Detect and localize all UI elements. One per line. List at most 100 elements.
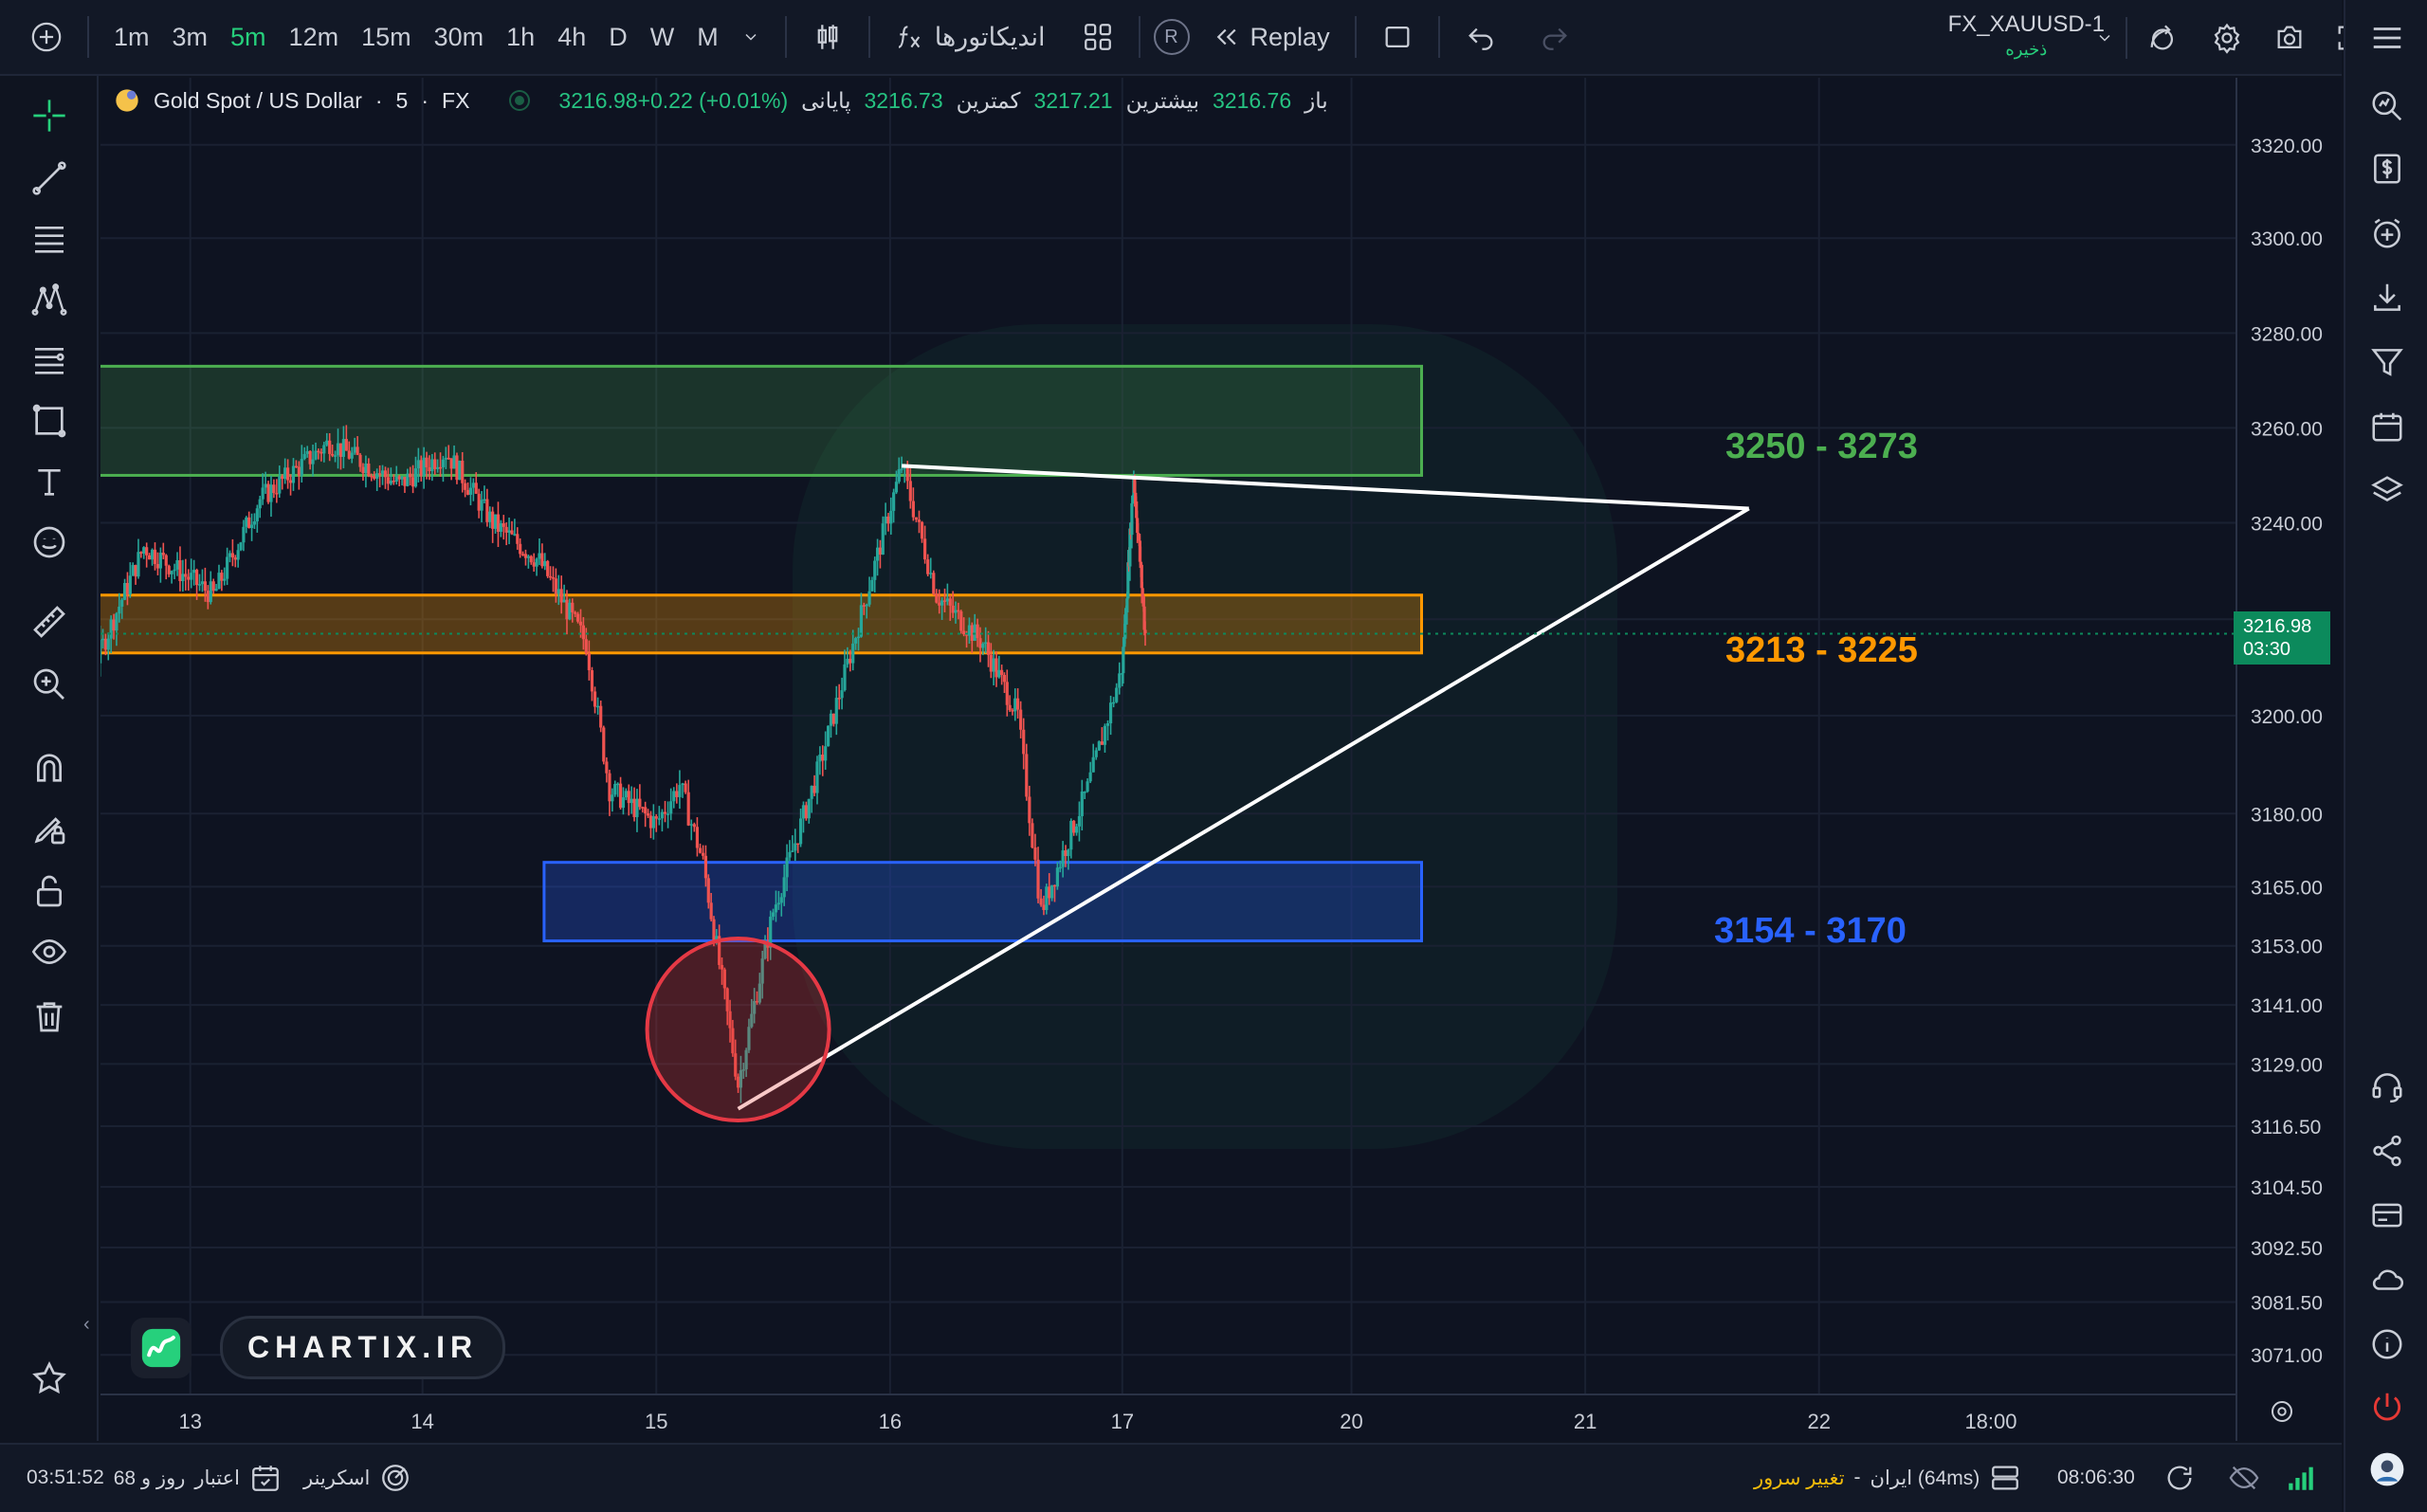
price-chart[interactable]	[100, 78, 2235, 1394]
chevron-down-icon[interactable]	[730, 10, 772, 64]
menu-icon[interactable]	[2366, 17, 2408, 59]
avatar[interactable]	[2366, 1448, 2408, 1490]
redo-icon[interactable]	[1527, 10, 1582, 64]
status-bar: 03:51:52 68 روز و اعتبار اسکرینر تغییر س…	[0, 1443, 2342, 1512]
cloud-icon[interactable]	[2366, 1259, 2408, 1301]
candle-body	[400, 476, 404, 480]
info-icon[interactable]	[2366, 1323, 2408, 1365]
eye-icon[interactable]	[28, 931, 70, 973]
marker-circle[interactable]	[645, 937, 831, 1123]
chart-canvas[interactable]	[100, 78, 2235, 1394]
draw-lock-icon[interactable]	[28, 808, 70, 849]
unlock-icon[interactable]	[28, 870, 70, 912]
rectangle-tool-icon[interactable]	[28, 400, 70, 442]
candle-body	[997, 669, 1001, 678]
save-label[interactable]: ذخیره	[2005, 40, 2048, 59]
add-symbol-icon[interactable]	[19, 10, 74, 64]
filter-icon[interactable]	[2366, 341, 2408, 383]
alert-add-icon[interactable]	[2366, 212, 2408, 254]
replay-button[interactable]: Replay	[1201, 10, 1341, 64]
refresh-icon[interactable]	[2163, 1462, 2196, 1494]
star-icon[interactable]	[28, 1357, 70, 1399]
camera-icon[interactable]	[2262, 11, 2317, 64]
candle-body	[1042, 904, 1046, 910]
symbol-selector[interactable]: FX_XAUUSD-1 ذخیره	[1948, 11, 2105, 60]
candle-body	[1036, 859, 1040, 899]
layout-grid-icon[interactable]	[1070, 10, 1125, 64]
card-icon[interactable]	[2366, 1194, 2408, 1236]
candle-body	[821, 755, 825, 761]
candle-body	[1118, 673, 1122, 688]
share-icon[interactable]	[2366, 1130, 2408, 1172]
server-info[interactable]: تغییر سرور - ایران (64ms)	[1754, 1462, 2021, 1494]
candle-body	[565, 599, 569, 620]
candle-body	[529, 556, 533, 563]
replay-badge[interactable]: R	[1153, 19, 1190, 55]
calendar-icon[interactable]	[2366, 406, 2408, 447]
power-icon[interactable]	[2366, 1386, 2408, 1428]
horizontal-lines-icon[interactable]	[28, 218, 70, 260]
chevron-down-icon[interactable]	[2084, 11, 2126, 64]
timeframe-4h[interactable]: 4h	[557, 22, 587, 51]
indicators-button[interactable]: اندیکاتورها	[884, 10, 1057, 64]
timeframe-12m[interactable]: 12m	[288, 22, 339, 51]
timeframe-W[interactable]: W	[649, 22, 675, 51]
timeframe-15m[interactable]: 15m	[361, 22, 411, 51]
emoji-tool-icon[interactable]	[28, 521, 70, 563]
candle-body	[302, 453, 306, 460]
chart-settings-icon[interactable]	[2268, 1397, 2306, 1435]
rectangle-icon[interactable]	[1370, 10, 1425, 64]
download-icon[interactable]	[2366, 277, 2408, 319]
analysis-search-icon[interactable]	[2366, 85, 2408, 127]
zoom-in-icon[interactable]	[28, 664, 70, 705]
candle-body	[948, 598, 952, 606]
quick-trade-icon[interactable]	[2135, 11, 2190, 64]
hidden-eye-icon[interactable]	[2228, 1462, 2260, 1494]
dollar-icon[interactable]	[2366, 148, 2408, 190]
legend-open-label: باز	[1305, 87, 1328, 113]
candle-body	[1058, 866, 1062, 869]
timeframe-30m[interactable]: 30m	[433, 22, 484, 51]
zone-rect[interactable]	[542, 861, 1423, 943]
candle-body	[419, 460, 423, 476]
candle-body	[233, 556, 237, 560]
support-headset-icon[interactable]	[2366, 1066, 2408, 1107]
candle-body	[173, 569, 176, 572]
time-tick-label: 16	[879, 1410, 902, 1433]
timeframe-M[interactable]: M	[697, 22, 719, 51]
screener-button[interactable]: اسکرینر	[303, 1462, 411, 1494]
ruler-icon[interactable]	[28, 601, 70, 643]
candle-type-icon[interactable]	[800, 10, 855, 64]
change-server-link[interactable]: تغییر سرور	[1754, 1466, 1845, 1489]
trendline[interactable]	[737, 506, 1750, 1111]
layers-icon[interactable]	[2366, 470, 2408, 512]
candle-body	[252, 521, 257, 525]
candle-body	[575, 613, 580, 622]
crosshair-icon[interactable]	[28, 95, 70, 137]
zone-rect[interactable]	[100, 364, 1423, 477]
magnet-icon[interactable]	[28, 747, 70, 789]
timeframe-5m[interactable]: 5m	[230, 22, 266, 51]
trendline[interactable]	[902, 464, 1749, 511]
candle-body	[449, 458, 453, 469]
candle-body	[862, 605, 866, 607]
candle-body	[976, 624, 979, 639]
zone-rect[interactable]	[100, 593, 1423, 655]
candle-body	[878, 547, 883, 556]
undo-icon[interactable]	[1453, 10, 1508, 64]
candle-body	[686, 792, 690, 826]
pattern-tool-icon[interactable]	[28, 279, 70, 320]
text-tool-icon[interactable]	[28, 461, 70, 502]
trendline-tool-icon[interactable]	[28, 157, 70, 199]
time-tick-label: 18:00	[1964, 1410, 2016, 1433]
timeframe-1h[interactable]: 1h	[506, 22, 536, 51]
trash-icon[interactable]	[28, 995, 70, 1037]
fib-tool-icon[interactable]	[28, 339, 70, 381]
collapse-toolbar-icon[interactable]: ‹	[83, 1314, 90, 1335]
timeframe-D[interactable]: D	[609, 22, 628, 51]
price-axis[interactable]: 3340.003320.003300.003280.003260.003240.…	[2235, 44, 2342, 1441]
timeframe-3m[interactable]: 3m	[172, 22, 209, 51]
timeframe-1m[interactable]: 1m	[114, 22, 150, 51]
time-axis[interactable]: 13 14 15 16 17 20 21 22 18:00	[100, 1394, 2235, 1441]
gear-icon[interactable]	[2199, 11, 2254, 64]
